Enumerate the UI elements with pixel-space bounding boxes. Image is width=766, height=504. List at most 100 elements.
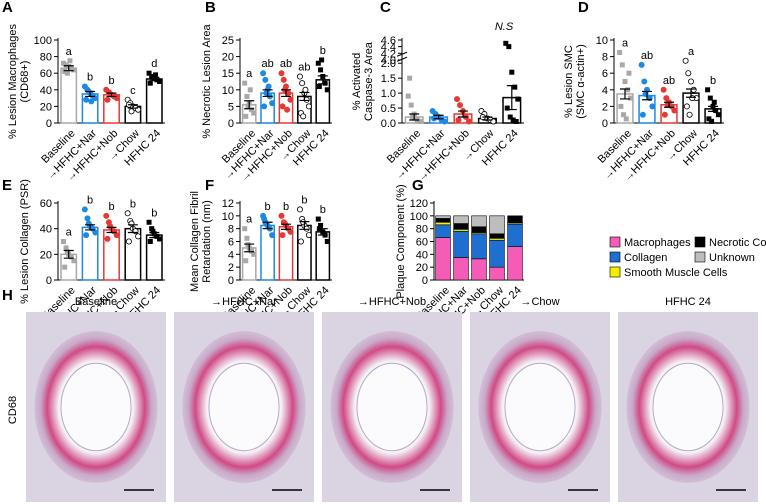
data-point [281,220,288,227]
data-point [715,112,721,118]
panel-letter: H [2,287,13,304]
y-tick-label: 1.5 [381,73,396,85]
bar-segment [489,239,505,268]
data-point [154,77,160,83]
y-tick-label: 8 [602,52,608,64]
data-point [507,114,513,120]
y-tick-label: 2.0 [381,58,396,70]
data-point [62,69,68,75]
error-bar [299,91,310,102]
legend-swatch [609,266,621,278]
error-bar [127,224,138,234]
data-point [157,79,163,84]
data-point [465,118,472,125]
data-point [441,118,448,125]
data-point [300,113,307,120]
data-point [279,232,286,239]
data-point [263,90,270,97]
significance-letter: b [130,198,136,210]
data-point [269,232,276,239]
data-point [103,212,110,219]
data-point [153,72,159,78]
data-point [417,119,423,125]
data-point [248,248,254,254]
data-point [318,67,324,73]
significance-letter: d [151,58,157,70]
panel-letter: D [578,0,589,16]
data-point [617,49,623,55]
bar-segment [453,230,469,258]
y-tick-label: 100 [410,211,428,223]
bar-segment [435,224,451,238]
data-point [300,219,307,226]
legend-swatch [609,236,621,248]
data-point [104,235,111,242]
error-bar [262,221,273,230]
data-point [242,226,248,232]
bar [60,67,78,124]
panel-letter: A [2,0,13,16]
y-tick-label: 4.4 [381,42,396,54]
data-point [711,99,717,105]
panel-letter: E [2,177,12,194]
data-point [322,80,328,86]
image-label: →HFHC+Nob [358,296,426,308]
data-point [299,80,306,87]
data-point [247,87,253,93]
panel-letter: B [205,0,216,16]
data-point [625,87,631,93]
data-point [515,96,521,102]
data-point [150,228,156,234]
data-point [641,78,648,85]
significance-letter: b [710,75,716,87]
panel-letter: G [412,177,424,194]
significance-letter: a [66,46,73,58]
y-tick-label: 10 [222,211,234,223]
y-tick-label: 0 [602,118,608,130]
y-tick-label: 40 [416,249,428,261]
data-point [64,70,70,76]
significance-letter: a [66,227,73,239]
data-point [506,44,512,50]
y-tick-label: 20 [40,101,52,113]
bar-segment [489,266,505,281]
data-point [245,103,251,109]
data-point [81,206,88,213]
y-tick-label: 40 [40,224,52,236]
data-point [146,70,152,76]
y-tick-label: 0 [228,118,234,130]
y-tick-label: 4.2 [381,48,396,60]
y-tick-label: 60 [416,237,428,249]
data-point [71,67,77,73]
error-bar [317,228,328,236]
data-point [71,258,77,264]
data-point [683,103,690,110]
data-point [279,103,286,110]
legend-swatch [609,251,621,263]
significance-letter: b [87,194,93,206]
data-point [147,80,153,86]
data-point [261,103,268,110]
significance-letter: b [108,75,114,87]
error-bar [244,100,255,110]
error-bar [409,113,420,121]
data-point [244,235,250,241]
data-point [278,70,285,77]
data-point [661,111,668,118]
data-point [513,119,519,125]
y-tick-label: 5 [228,101,234,113]
error-bar [85,224,96,231]
data-point [639,111,646,118]
data-point [104,96,111,103]
y-tick-label: 12 [222,198,234,210]
significance-letter: b [151,207,157,219]
data-point [305,232,312,239]
data-point [278,212,285,219]
data-point [242,80,248,86]
y-tick-label: 4.6 [381,35,396,47]
y-tick-label: 8 [228,224,234,236]
y-axis-label: Retardation (nm) [201,200,213,283]
ns-label: N.S [495,21,514,33]
data-point [154,233,160,239]
y-axis-label: % Lesion SMC [563,45,575,118]
